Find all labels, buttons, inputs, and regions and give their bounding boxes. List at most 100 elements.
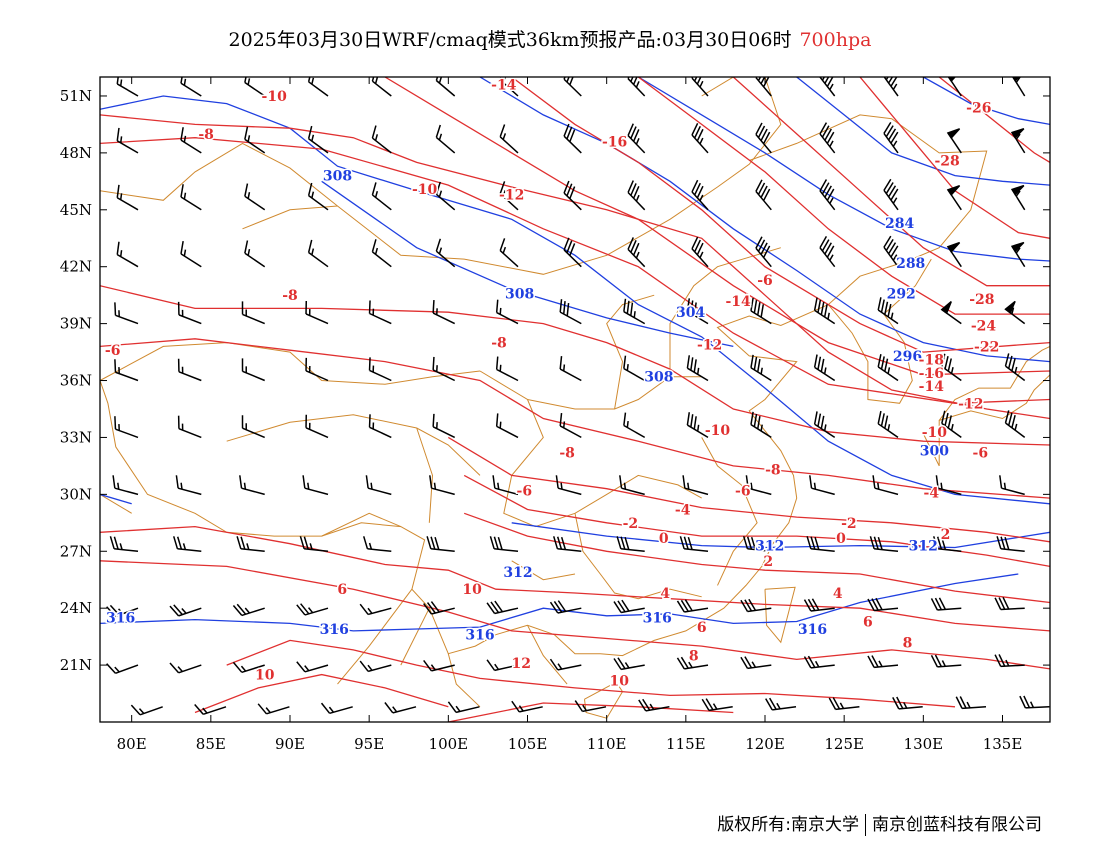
wind-barb	[691, 77, 709, 97]
temperature-contour	[100, 338, 1050, 499]
geopotential-contour	[511, 522, 1050, 549]
wind-barb	[495, 299, 519, 325]
wind-barb	[941, 353, 962, 382]
wind-barb	[106, 604, 139, 618]
temperature-label: -18	[919, 353, 944, 369]
wind-barb	[1010, 241, 1026, 268]
temperature-contour	[100, 137, 1050, 404]
temperature-label: -6	[105, 343, 121, 359]
wind-barb	[691, 122, 709, 154]
lat-tick-label: 27N	[60, 542, 92, 560]
temperature-label: 0	[659, 531, 669, 547]
wind-barb	[435, 238, 456, 268]
temperature-label: -28	[969, 292, 994, 308]
wind-barb	[549, 600, 582, 614]
temperature-contour	[938, 77, 1050, 163]
temperature-contour	[637, 77, 1050, 315]
wind-barb	[563, 123, 582, 154]
border-line	[337, 588, 413, 685]
temperature-label: 2	[763, 554, 773, 570]
wind-barb	[1010, 77, 1026, 97]
wind-barb	[114, 359, 139, 382]
wind-barb	[883, 121, 899, 154]
lat-tick-label: 42N	[60, 258, 92, 276]
geopotential-contour	[100, 95, 1050, 505]
wind-barb	[232, 603, 265, 617]
geopotential-label: 316	[106, 611, 135, 627]
lon-tick-label: 105E	[508, 735, 548, 753]
border-line	[527, 376, 702, 410]
wind-barb	[232, 661, 265, 674]
wind-barb	[368, 300, 392, 325]
lat-tick-label: 30N	[60, 485, 92, 503]
wind-barb	[745, 475, 772, 496]
wind-barb	[877, 297, 899, 325]
temperature-label: -8	[282, 288, 298, 304]
wind-barb	[244, 126, 266, 154]
wind-barb	[627, 77, 646, 97]
lon-tick-label: 135E	[983, 735, 1023, 753]
wind-barb	[1010, 184, 1026, 211]
lat-tick-label: 21N	[60, 656, 92, 674]
footer-company: 南京创蓝科技有限公司	[872, 815, 1042, 835]
wind-barb	[426, 536, 455, 553]
border-line	[100, 493, 132, 514]
wind-barb	[432, 413, 456, 439]
wind-barb	[883, 235, 899, 268]
wind-barb	[492, 475, 519, 496]
temperature-contour	[384, 77, 1050, 376]
wind-barb	[946, 128, 962, 154]
wind-barb	[511, 700, 543, 713]
wind-barb	[996, 536, 1025, 553]
temperature-contour	[226, 639, 956, 708]
temperature-label: -4	[675, 503, 691, 519]
wind-barb	[106, 663, 139, 674]
wind-barb	[435, 124, 456, 154]
border-line	[242, 205, 338, 230]
wind-barb	[755, 77, 772, 97]
temperature-label: 10	[610, 673, 630, 689]
footer-separator	[865, 814, 866, 836]
wind-barb	[930, 597, 962, 611]
temperature-label: 10	[255, 668, 275, 684]
wind-barb	[623, 298, 646, 325]
wind-barb	[307, 125, 329, 154]
temperature-label: -8	[765, 463, 781, 479]
wind-barb	[359, 603, 392, 616]
geopotential-label: 300	[920, 444, 949, 460]
wind-barb	[244, 240, 266, 268]
wind-barb	[883, 178, 899, 211]
wind-barb	[180, 240, 202, 268]
wind-barb	[447, 701, 480, 714]
temperature-label: 6	[863, 615, 873, 631]
border-line	[100, 342, 481, 385]
wind-barb	[750, 411, 772, 439]
wind-barb	[116, 241, 139, 268]
wind-barb	[740, 598, 772, 613]
wind-barb	[307, 239, 329, 268]
wind-barb	[296, 661, 329, 673]
border-lines	[100, 77, 1050, 719]
wind-barb	[877, 354, 899, 382]
wind-barb	[616, 536, 645, 553]
wind-barb	[828, 697, 860, 711]
wind-barb	[169, 662, 202, 674]
wind-barb	[549, 658, 582, 671]
wind-barb	[686, 298, 709, 325]
wind-barb	[320, 702, 353, 715]
wind-barb	[244, 183, 266, 211]
temperature-label: -4	[924, 486, 940, 502]
temperature-label: -24	[971, 319, 997, 335]
lon-tick-label: 85E	[196, 735, 226, 753]
wind-barb	[935, 475, 962, 496]
wind-barb	[489, 536, 519, 553]
wind-barb	[423, 601, 455, 615]
wind-barb	[892, 696, 923, 710]
wind-barb	[435, 181, 456, 211]
lon-tick-label: 130E	[904, 735, 944, 753]
wind-barb	[867, 655, 899, 669]
geopotential-label: 308	[323, 169, 352, 185]
wind-barb	[559, 356, 582, 382]
wind-barb	[552, 536, 582, 553]
lon-tick-label: 120E	[745, 735, 785, 753]
